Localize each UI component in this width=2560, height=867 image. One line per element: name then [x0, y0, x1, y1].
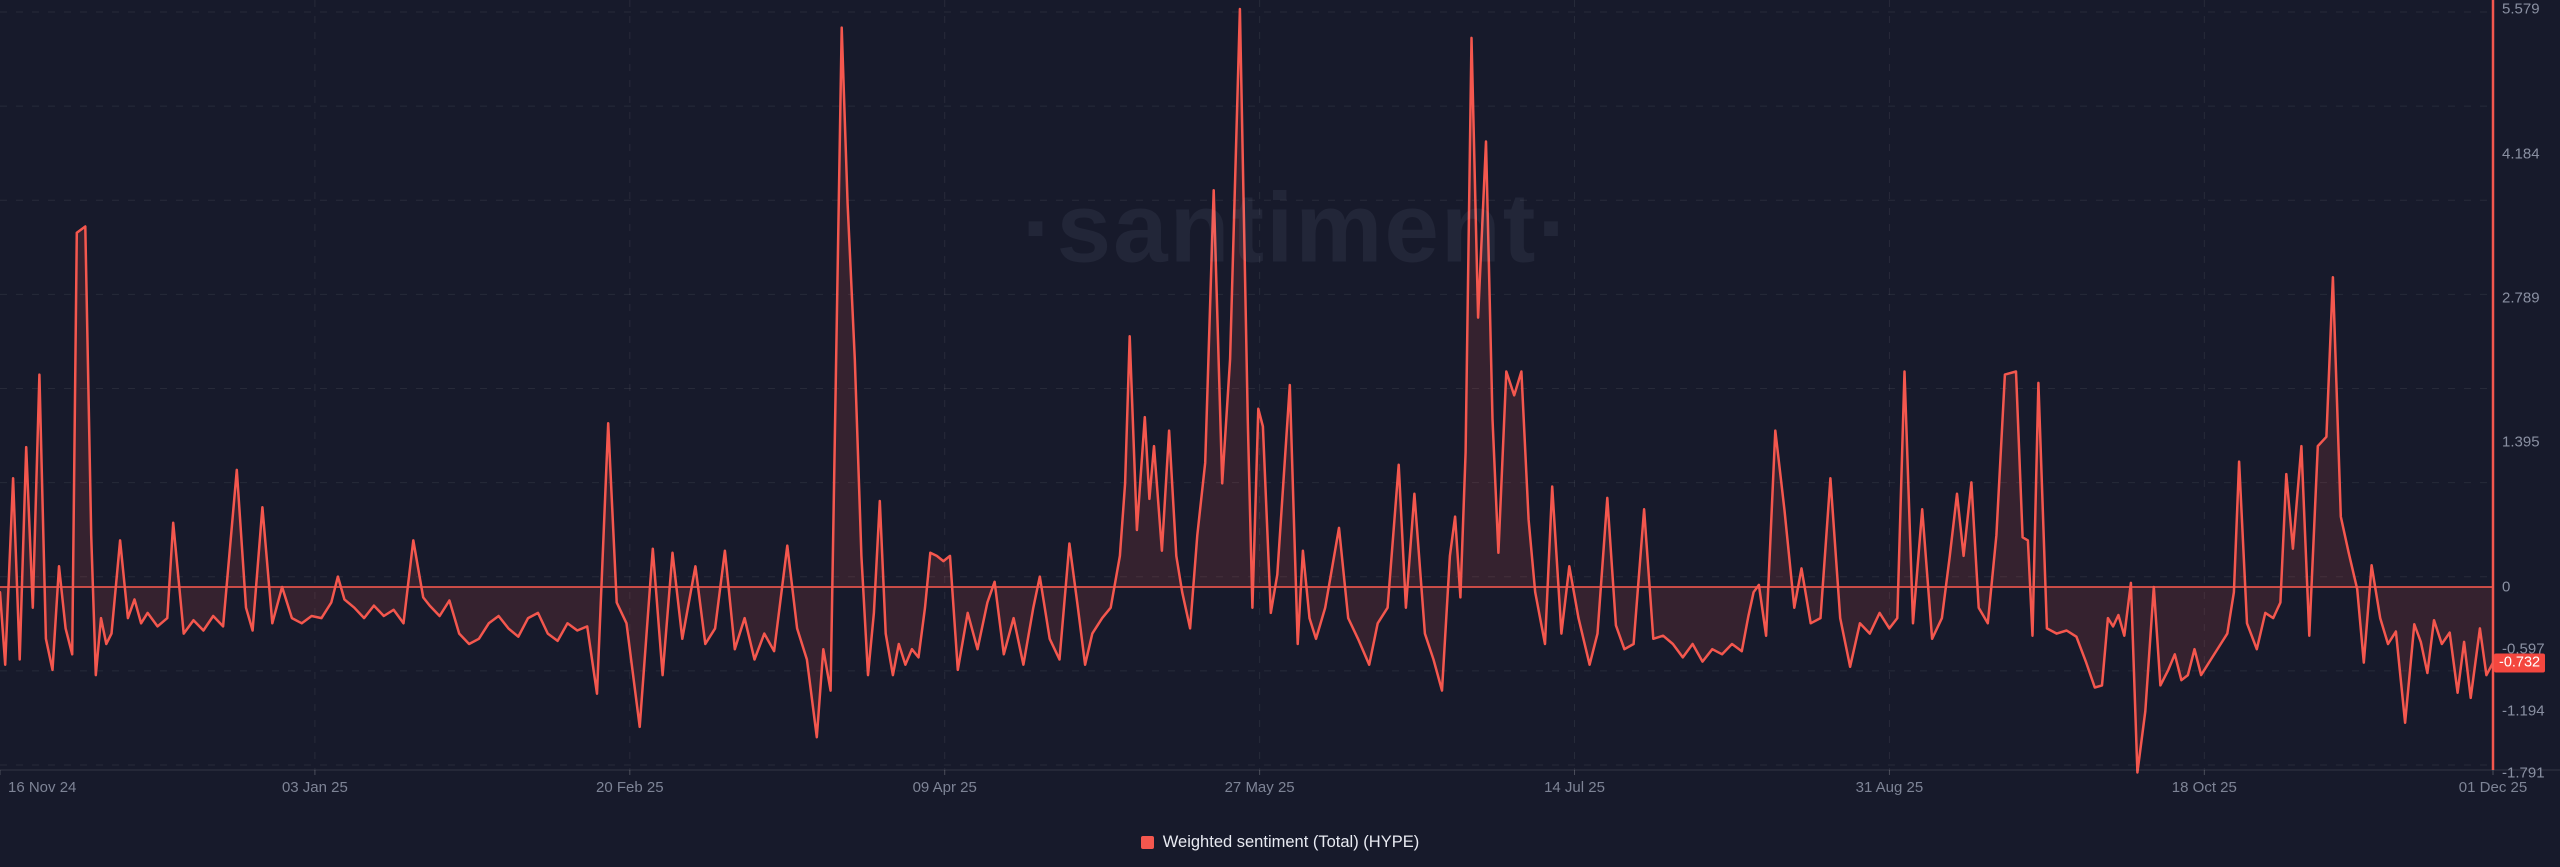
y-tick-label: 4.184 [2502, 145, 2540, 163]
current-value-badge: -0.732 [2494, 653, 2546, 673]
x-tick-label: 01 Dec 25 [2458, 779, 2528, 796]
x-tick-label: 31 Aug 25 [1855, 779, 1924, 796]
y-tick-label: -1.791 [2502, 764, 2545, 782]
santiment-watermark-logo: ·santiment· [1021, 172, 1573, 283]
legend-swatch-icon [1140, 835, 1154, 849]
legend-series-label[interactable]: Weighted sentiment (Total) (HYPE) [1162, 832, 1420, 851]
x-tick-label: 18 Oct 25 [2171, 779, 2237, 796]
chart-legend: Weighted sentiment (Total) (HYPE) [0, 830, 2560, 854]
y-tick-label: 2.789 [2502, 289, 2540, 307]
y-tick-label: 5.579 [2502, 0, 2540, 18]
x-tick-label: 20 Feb 25 [596, 779, 664, 796]
y-tick-label: 1.395 [2502, 433, 2540, 451]
x-tick-label: 09 Apr 25 [912, 779, 977, 796]
y-tick-label: 0 [2502, 578, 2511, 596]
y-tick-label: -0.597 [2502, 640, 2545, 658]
x-tick-label: 27 May 25 [1224, 779, 1295, 796]
x-tick-label: 03 Jan 25 [281, 779, 348, 796]
y-tick-label: -1.194 [2502, 702, 2545, 720]
x-tick-label: 14 Jul 25 [1544, 779, 1605, 796]
x-tick-label: 16 Nov 24 [8, 779, 77, 796]
